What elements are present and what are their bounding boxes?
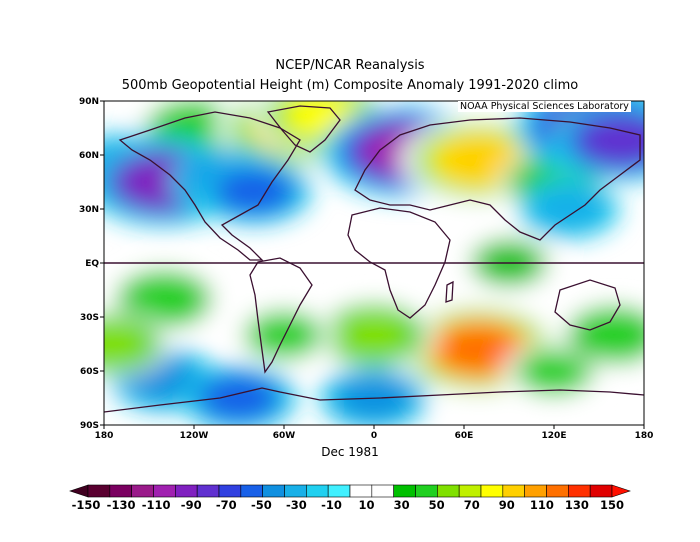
colorbar-low-arrow [69, 484, 89, 498]
colorbar-label-14: 130 [565, 498, 589, 512]
anomaly-blob-0-ring-3 [158, 106, 230, 150]
colorbar-cell-20 [524, 484, 547, 498]
anomaly-field [104, 101, 644, 425]
longitude-axis: 180 120W 60W 0 60E 120E 180 [95, 425, 654, 441]
colorbar-label-6: -30 [286, 498, 307, 512]
title-line-1: NCEP/NCAR Reanalysis [275, 58, 425, 73]
lat-tick-label-3: EQ [85, 259, 99, 269]
colorbar-cell-17 [458, 484, 482, 498]
colorbar-label-11: 70 [464, 498, 480, 512]
date-label: Dec 1981 [321, 445, 379, 459]
colorbar-label-5: -50 [251, 498, 272, 512]
colorbar-cell-14 [393, 484, 416, 498]
coastlines [104, 105, 644, 413]
colorbar-cell-22 [568, 484, 591, 498]
anomaly-blob-12-ring-3 [581, 117, 644, 165]
colorbar: -150 -130 -110 -90 -70 -50 -30 -10 10 30 50 70 90 110… [69, 484, 631, 512]
colorbar-cell-18 [480, 484, 504, 498]
antarctica-coast [104, 387, 644, 413]
colorbar-cell-15 [415, 484, 438, 498]
lon-tick-label-6: 180 [635, 431, 654, 441]
greenland-coast [266, 105, 341, 153]
colorbar-cell-10 [306, 484, 329, 498]
colorbar-cell-0 [87, 484, 111, 498]
colorbar-label-1: -130 [107, 498, 136, 512]
colorbar-cell-2 [131, 484, 154, 498]
colorbar-cell-6 [218, 484, 242, 498]
anomaly-blob-14-ring-3 [434, 323, 524, 376]
colorbar-cell-16 [437, 484, 460, 498]
colorbar-label-2: -110 [142, 498, 171, 512]
north-america-coast [118, 111, 301, 261]
colorbar-label-8: 10 [359, 498, 375, 512]
europe-asia-coast [354, 117, 641, 241]
lat-tick-label-5: 60S [80, 367, 99, 377]
lat-tick-label-0: 90N [79, 97, 99, 107]
anomaly-blob-6-ring-3 [217, 169, 291, 213]
colorbar-label-4: -70 [216, 498, 237, 512]
lon-tick-label-3: 0 [371, 431, 377, 441]
title-line-2: 500mb Geopotential Height (m) Composite … [121, 78, 579, 93]
lon-tick-label-4: 60E [455, 431, 474, 441]
colorbar-label-0: -150 [72, 498, 101, 512]
colorbar-cell-21 [546, 484, 569, 498]
colorbar-high-arrow [611, 484, 631, 498]
colorbar-cell-12 [349, 484, 373, 498]
colorbar-label-3: -90 [181, 498, 202, 512]
colorbar-label-7: -10 [321, 498, 342, 512]
colorbar-cell-23 [589, 484, 613, 498]
colorbar-label-15: 150 [600, 498, 624, 512]
africa-coast [347, 207, 451, 319]
lon-tick-label-2: 60W [273, 431, 296, 441]
colorbar-cell-11 [327, 484, 351, 498]
credit-label: NOAA Physical Sciences Laboratory [458, 101, 631, 112]
lat-tick-label-4: 30S [80, 313, 99, 323]
anomaly-blob-13-ring-3 [533, 188, 605, 230]
colorbar-cell-4 [175, 484, 198, 498]
colorbar-cell-1 [109, 484, 132, 498]
anomaly-blob-23-ring-3 [104, 322, 149, 366]
anomaly-blob-22-ring-3 [578, 313, 644, 357]
colorbar-cell-7 [240, 484, 263, 498]
anomaly-blob-17-ring-3 [248, 314, 320, 356]
colorbar-cell-8 [262, 484, 285, 498]
south-america-coast [249, 257, 313, 374]
lon-tick-label-5: 120E [542, 431, 567, 441]
colorbar-label-12: 90 [499, 498, 515, 512]
anomaly-blob-15-ring-3 [336, 312, 412, 358]
australia-coast [554, 279, 621, 331]
anomaly-blob-9-ring-3 [436, 135, 522, 185]
colorbar-cell-3 [153, 484, 176, 498]
madagascar-coast [445, 280, 454, 303]
colorbar-label-13: 110 [530, 498, 554, 512]
colorbar-cell-9 [284, 484, 307, 498]
latitude-axis: 90N 60N 30N EQ 30S 60S 90S [79, 97, 104, 431]
lat-tick-label-2: 30N [79, 205, 99, 215]
anomaly-blob-16-ring-3 [128, 277, 200, 321]
anomaly-blob-19-ring-3 [202, 376, 276, 420]
lat-tick-label-6: 90S [80, 421, 99, 431]
colorbar-cell-13 [371, 484, 394, 498]
colorbar-label-10: 50 [429, 498, 445, 512]
colorbar-cell-5 [196, 484, 220, 498]
colorbar-cell-19 [502, 484, 525, 498]
lon-tick-label-1: 120W [180, 431, 209, 441]
lat-tick-label-1: 60N [79, 151, 99, 161]
anomaly-blob-21-ring-3 [518, 350, 590, 392]
lon-tick-label-0: 180 [95, 431, 114, 441]
colorbar-label-9: 30 [394, 498, 410, 512]
